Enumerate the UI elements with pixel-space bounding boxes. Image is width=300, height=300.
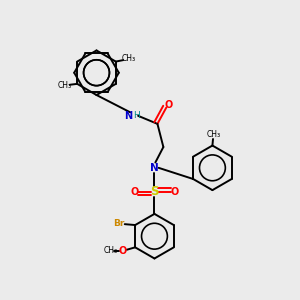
- Text: CH₃: CH₃: [104, 246, 118, 255]
- Text: CH₃: CH₃: [58, 81, 72, 90]
- Text: S: S: [150, 185, 159, 198]
- Text: N: N: [124, 111, 132, 121]
- Text: O: O: [170, 187, 178, 196]
- Text: H: H: [133, 111, 140, 120]
- Text: O: O: [118, 246, 127, 256]
- Text: O: O: [130, 187, 139, 196]
- Text: CH₃: CH₃: [121, 54, 135, 63]
- Text: CH₃: CH₃: [206, 130, 220, 139]
- Text: O: O: [165, 100, 173, 110]
- Text: Br: Br: [113, 219, 124, 228]
- Text: N: N: [150, 163, 159, 173]
